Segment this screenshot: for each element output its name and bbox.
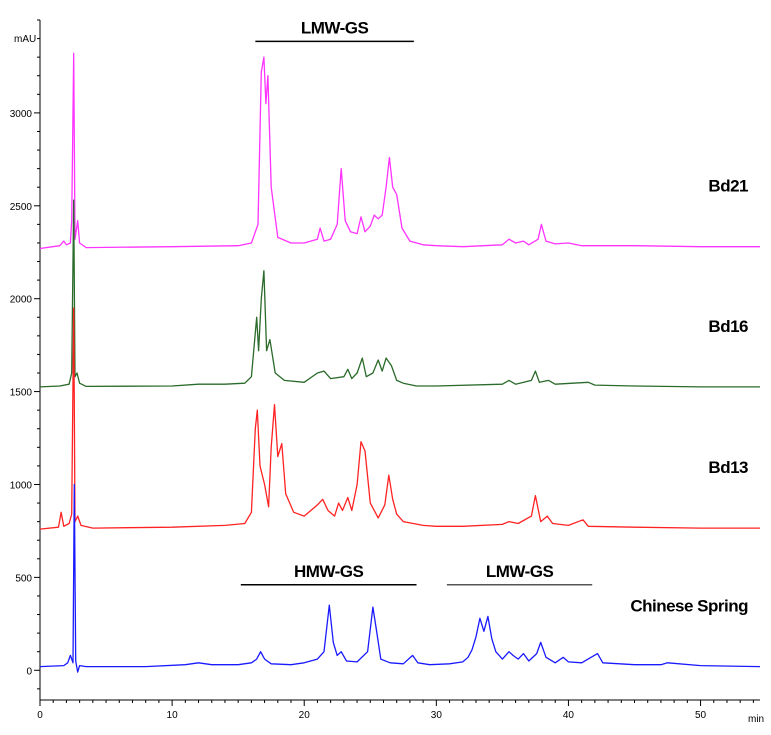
trace-label-bd21: Bd21 [708, 177, 748, 196]
y-tick-label: 0 [26, 666, 32, 677]
region-label: LMW-GS [301, 18, 369, 37]
trace-bd16 [39, 199, 760, 388]
trace-chinese-spring [39, 483, 761, 673]
x-axis-ticks: 0 10 20 30 40 50 [37, 700, 754, 721]
y-tick-label: 1500 [10, 388, 33, 399]
x-tick-label: 50 [695, 710, 707, 721]
y-tick-label: 2500 [10, 202, 33, 213]
x-axis-unit-label: min [748, 714, 764, 725]
x-tick-label: 10 [167, 710, 179, 721]
trace-bd21 [39, 52, 760, 250]
y-tick-label: 1000 [10, 480, 33, 491]
trace-labels: Bd21 Bd16 Bd13 Chinese Spring [630, 177, 748, 616]
x-tick-label: 30 [431, 710, 443, 721]
y-tick-label: 3000 [10, 109, 33, 120]
trace-bd13 [39, 307, 760, 530]
axes: 0 10 20 30 40 50 0 500 1000 1500 2000 2500 3000 mAU… [10, 19, 764, 725]
trace-label-bd13: Bd13 [708, 458, 748, 477]
y-axis-unit-label: mAU [14, 34, 36, 45]
region-label: HMW-GS [294, 562, 364, 581]
region-annotations: LMW-GS HMW-GS LMW-GS [240, 18, 593, 586]
chromatogram-traces [39, 52, 761, 673]
trace-label-bd16: Bd16 [708, 317, 748, 336]
y-axis-ticks: 0 500 1000 1500 2000 2500 3000 [10, 19, 40, 690]
y-tick-label: 500 [15, 573, 32, 584]
region-label: LMW-GS [486, 562, 554, 581]
y-tick-label: 2000 [10, 295, 33, 306]
x-tick-label: 20 [299, 710, 311, 721]
trace-label-chinese-spring: Chinese Spring [630, 597, 748, 616]
x-tick-label: 0 [37, 710, 43, 721]
x-tick-label: 40 [563, 710, 575, 721]
